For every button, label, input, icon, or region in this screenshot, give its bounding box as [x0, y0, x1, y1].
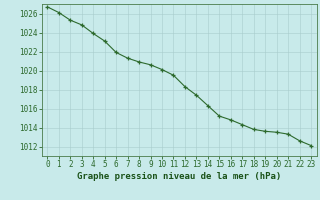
X-axis label: Graphe pression niveau de la mer (hPa): Graphe pression niveau de la mer (hPa) — [77, 172, 281, 181]
